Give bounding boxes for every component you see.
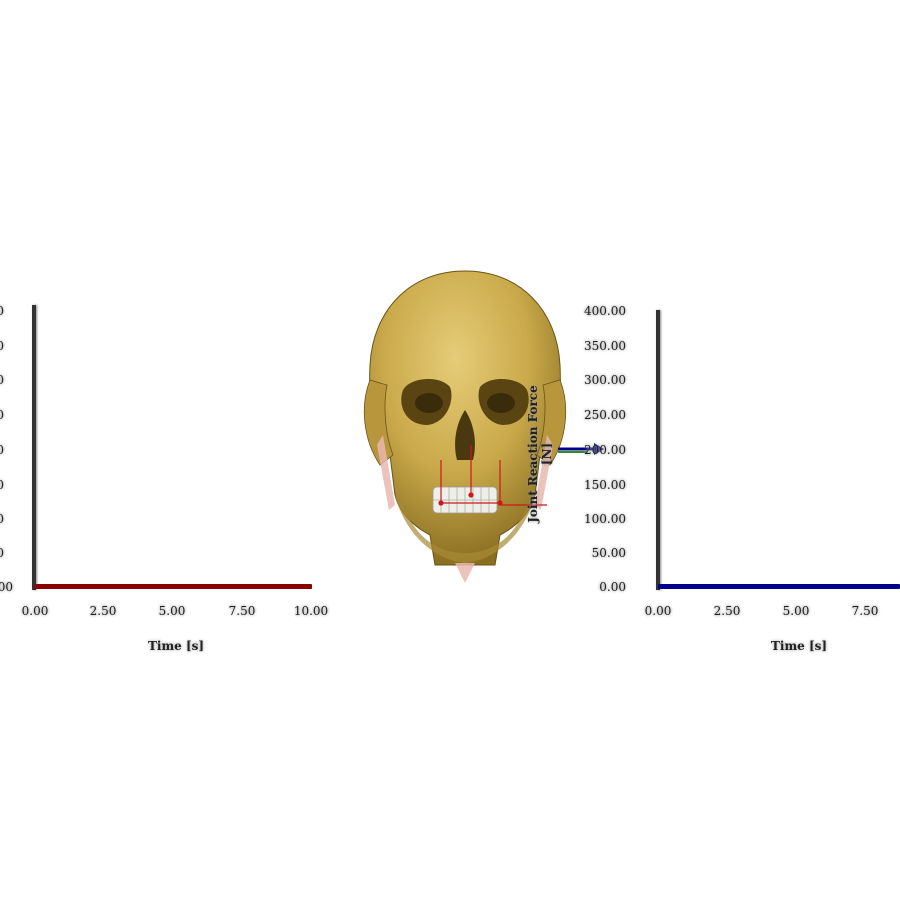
left-y-tick: 0: [0, 408, 4, 422]
left-y-tick: 0: [0, 443, 4, 457]
left-y-tick: 0: [0, 546, 4, 560]
left-x-axis-title: Time [s]: [148, 639, 205, 653]
right-y-axis-title: Joint Reaction Force [N]: [526, 385, 554, 523]
right-x-tick: 5.00: [782, 604, 810, 618]
right-plot-y-axis: [656, 310, 660, 590]
left-x-tick: 10.00: [293, 604, 329, 618]
left-x-tick: 2.50: [89, 604, 117, 618]
left-x-tick: 0.00: [21, 604, 49, 618]
left-y-tick: 0: [0, 304, 4, 318]
right-y-tick: 150.00: [584, 478, 626, 492]
right-x-axis-title: Time [s]: [771, 639, 828, 653]
right-y-tick: 100.00: [584, 512, 626, 526]
right-x-tick: 7.50: [851, 604, 879, 618]
left-plot-y-axis: [32, 305, 36, 590]
right-y-tick: 200.00: [584, 443, 626, 457]
right-y-tick: 350.00: [584, 339, 626, 353]
left-x-tick: 5.00: [158, 604, 186, 618]
left-x-tick: 7.50: [228, 604, 256, 618]
right-x-tick: 2.50: [713, 604, 741, 618]
left-plot-series-line: [34, 584, 312, 589]
right-y-tick: 300.00: [584, 373, 626, 387]
left-y-tick: 0: [0, 512, 4, 526]
right-plot-series-line: [658, 584, 900, 589]
left-y-tick: 0: [0, 373, 4, 387]
skull-model[interactable]: [355, 265, 575, 595]
right-y-tick: 50.00: [591, 546, 626, 560]
right-y-tick: 0.00: [599, 580, 626, 594]
force-arrow-icon: [558, 443, 604, 455]
left-y-tick: 00: [0, 580, 13, 594]
3d-viewport[interactable]: [355, 265, 575, 595]
left-y-tick: 0: [0, 339, 4, 353]
right-y-tick: 250.00: [584, 408, 626, 422]
right-x-tick: 0.00: [644, 604, 672, 618]
left-y-tick: 0: [0, 478, 4, 492]
right-y-tick: 400.00: [584, 304, 626, 318]
